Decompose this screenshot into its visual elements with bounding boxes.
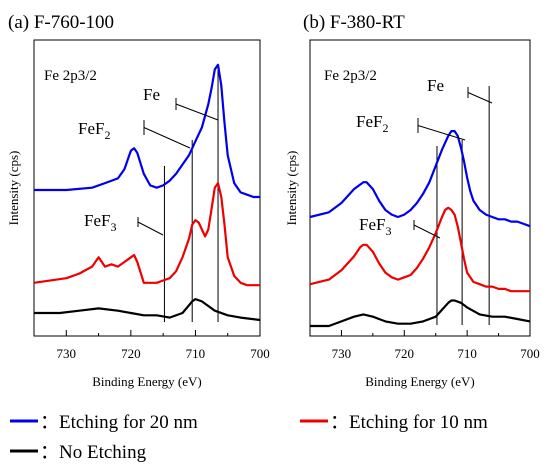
x-tick-label: 700 [250,346,270,361]
phase-label-fef3: FeF3 [359,215,391,238]
phase-leader-diagonal [143,127,191,149]
phase-label-fe: Fe [143,85,160,104]
series-line-2 [34,298,261,322]
x-tick-label: 730 [332,346,352,361]
series-line-1 [33,182,260,287]
series-line-0 [34,63,260,199]
plot-frame [309,39,531,337]
series-line-2 [310,299,531,328]
series-line-1 [309,206,530,293]
y-axis-label: Intensity (cps) [284,151,299,226]
series-line-0 [309,130,531,228]
panel-a: (a) F-760-100 Fe 2p3/2 Fe FeF2 FeF3 730 720 710… [6,12,270,389]
phase-label-fef2: FeF2 [78,119,110,142]
region-label: Fe 2p3/2 [44,68,97,84]
y-axis-label: Intensity (cps) [6,151,21,226]
legend-item-label: ：No Etching [40,442,147,463]
panel-b: (b) F-380-RT Fe 2p3/2 Fe FeF2 FeF3 730 720 710 7… [284,12,540,389]
phase-leader-diagonal [413,224,441,239]
panel-title: (b) F-380-RT [303,12,405,33]
legend: ：Etching for 20 nm ：Etching for 10 nm ：No … [10,412,488,463]
plot-frame [33,39,261,337]
x-tick-label: 720 [121,346,141,361]
legend-item-label: ：Etching for 20 nm [40,412,198,433]
legend-item-label: ：Etching for 10 nm [330,412,488,433]
phase-leader-diagonal [417,125,466,141]
phase-leader-diagonal [137,221,164,236]
phase-label-fef2: FeF2 [356,112,388,135]
x-tick-label: 710 [186,346,206,361]
x-tick-label: 700 [520,346,540,361]
region-label: Fe 2p3/2 [324,68,377,84]
x-tick-label: 730 [57,346,77,361]
phase-leader-diagonal [175,103,219,121]
phase-label-fe: Fe [427,76,444,95]
x-tick-label: 710 [457,346,477,361]
phase-leader-diagonal [467,92,493,104]
x-tick-label: 720 [395,346,415,361]
x-axis-label: Binding Energy (eV) [365,374,475,389]
x-axis-label: Binding Energy (eV) [92,374,202,389]
phase-label-fef3: FeF3 [84,211,116,234]
panel-title: (a) F-760-100 [8,12,114,33]
